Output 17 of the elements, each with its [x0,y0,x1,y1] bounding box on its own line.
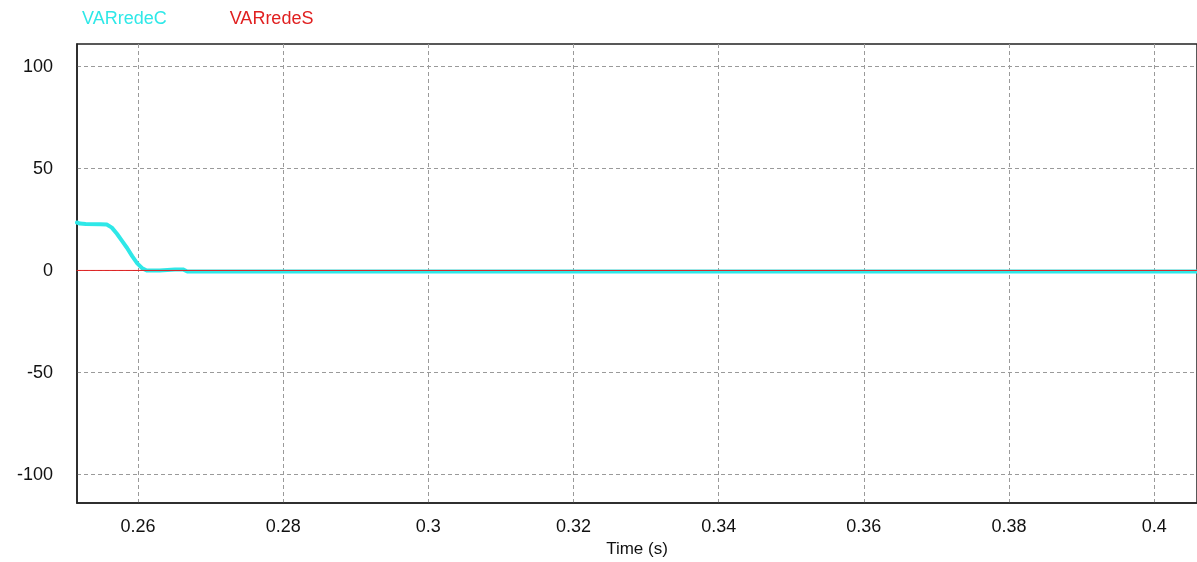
x-axis-title: Time (s) [606,538,668,558]
x-tick-label: 0.32 [555,516,592,536]
line-series [75,220,1197,274]
x-tick-label: 0.4 [1141,516,1167,536]
text: VARredeS [229,8,314,28]
y-tick-label: -50 [26,362,53,383]
text: VARredeC [82,8,167,28]
x-tick-label: 0.34 [701,516,737,536]
x-tick-label: 0.36 [846,516,882,536]
x-tick-label: 0.38 [991,516,1027,536]
y-tick-label: 0 [42,260,53,281]
x-tick-label: 0.26 [120,516,156,536]
y-tick-label: 50 [32,158,53,179]
x-tick-label: 0.28 [265,516,301,536]
y-tick-label: -100 [16,464,53,485]
y-tick-label: 100 [22,56,53,77]
x-tick-label: 0.3 [415,516,441,536]
